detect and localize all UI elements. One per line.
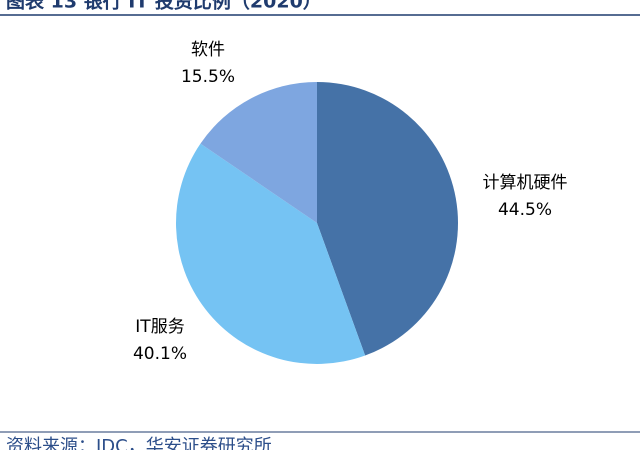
slice-label: 软件: [191, 40, 225, 60]
value-label: 40.1%: [133, 344, 187, 364]
value-label: 44.5%: [498, 200, 552, 220]
pie-slice: [175, 143, 366, 365]
pie-slice: [200, 82, 317, 223]
chart-title: 图表 13 银行 IT 投资比例（2020）: [6, 0, 322, 13]
slice-label: 计算机硬件: [483, 173, 568, 193]
slice-label: IT服务: [135, 317, 184, 337]
source: 资料来源：IDC，华安证券研究所: [6, 436, 272, 450]
value-label: 15.5%: [181, 67, 235, 87]
pie-slice: [317, 82, 458, 356]
